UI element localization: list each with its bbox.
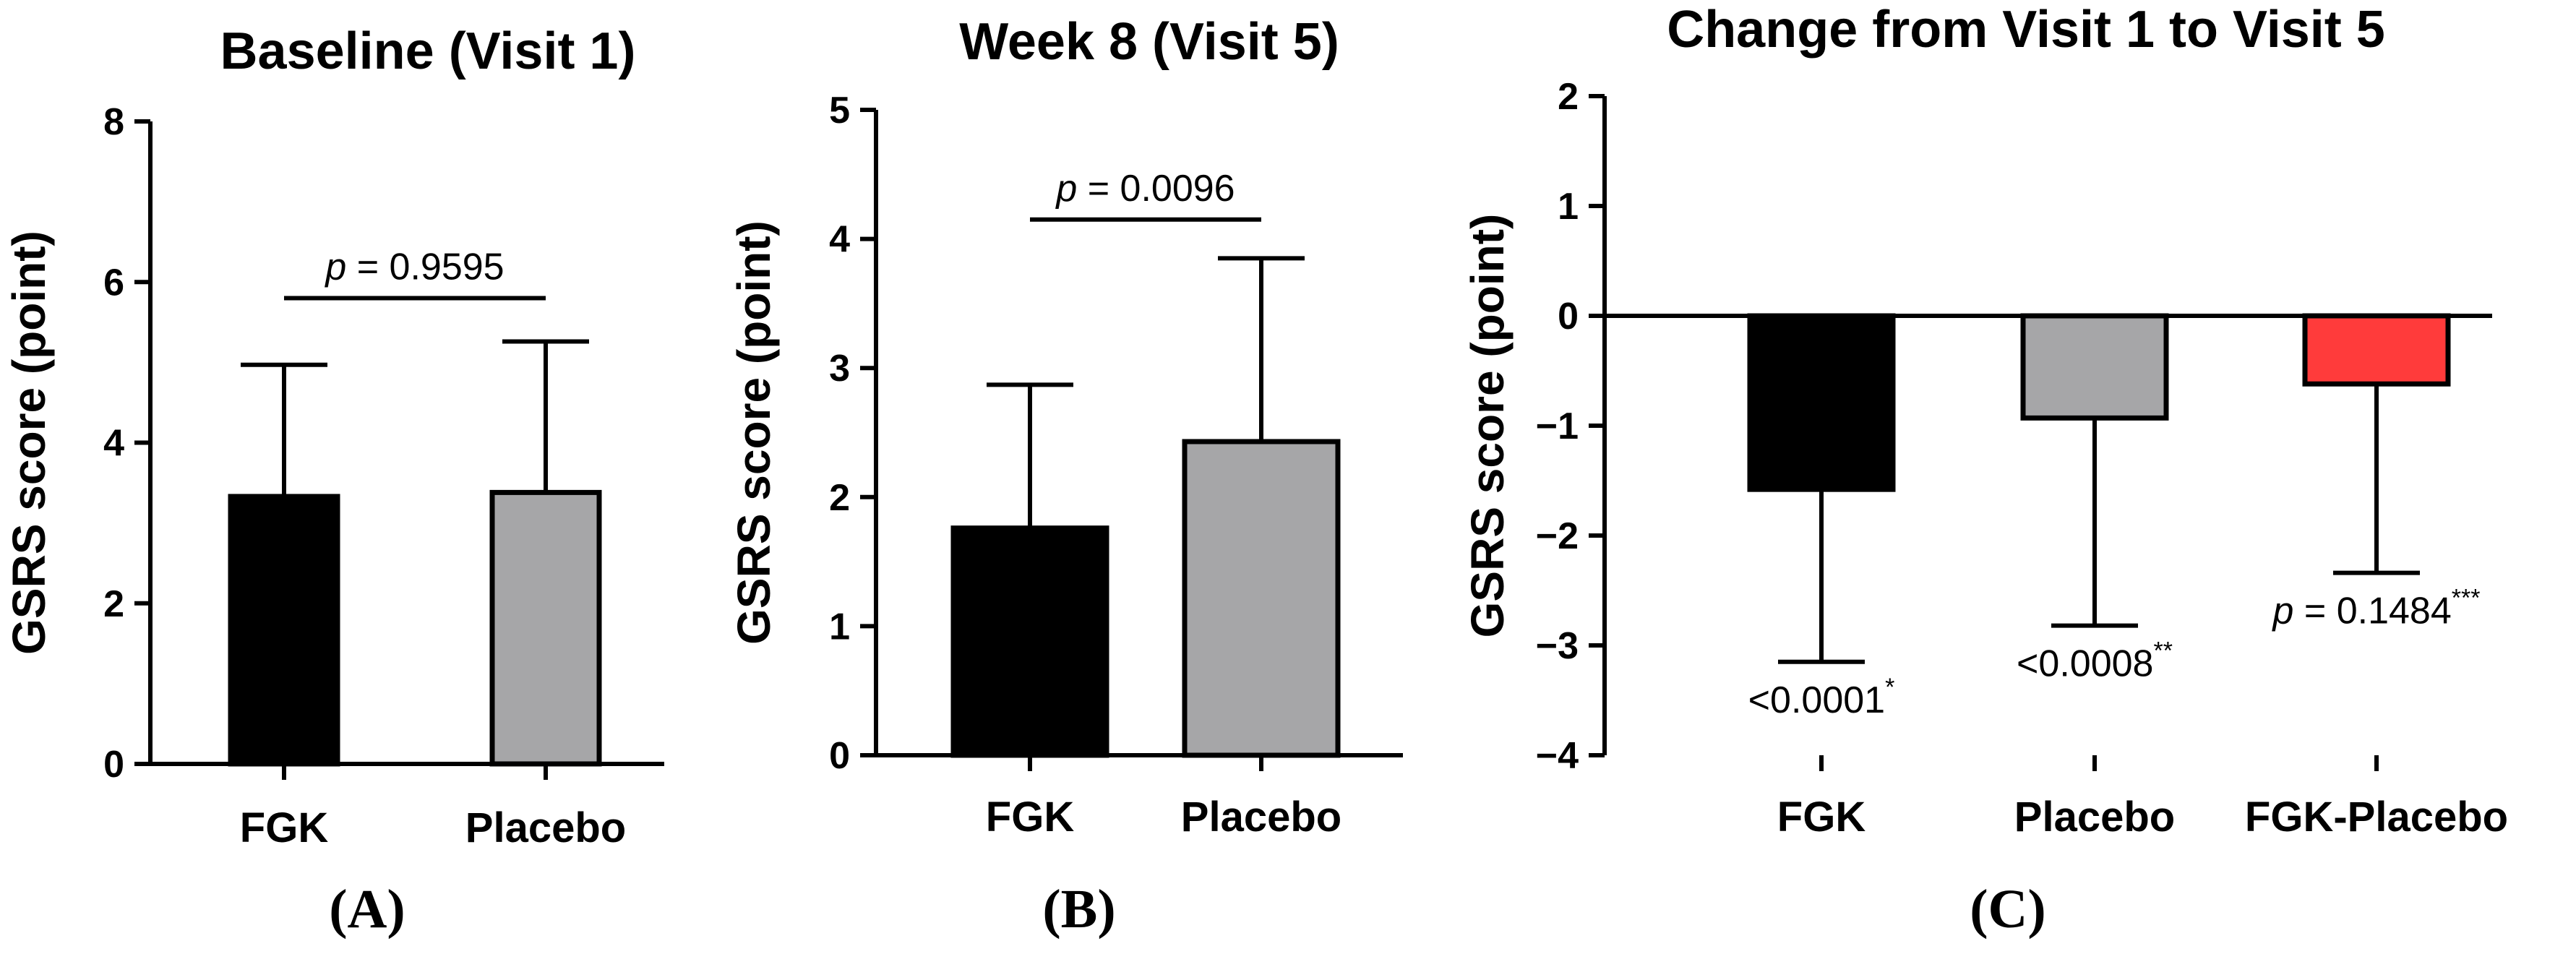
y-axis-label: GSRS score (point) xyxy=(728,220,780,645)
y-tick-label: −4 xyxy=(1536,735,1579,777)
p-symbol: p xyxy=(1055,168,1077,210)
y-tick-label: −1 xyxy=(1536,405,1579,447)
bar-p-value-label: p = 0.1484*** xyxy=(2272,585,2481,632)
x-tick-label: FGK xyxy=(986,794,1075,841)
chart-title: Baseline (Visit 1) xyxy=(220,22,636,80)
y-tick-label: −3 xyxy=(1536,625,1579,667)
y-tick-label: 1 xyxy=(829,606,850,648)
bar-fgk xyxy=(1747,313,1896,492)
bar-fgk-placebo xyxy=(2302,313,2451,387)
x-tick-label: Placebo xyxy=(2014,794,2175,841)
y-tick-label: 2 xyxy=(103,583,124,625)
x-tick-label: FGK-Placebo xyxy=(2245,794,2508,841)
y-tick-label: 4 xyxy=(829,219,850,261)
y-tick-label: 8 xyxy=(103,101,124,143)
p-value: <0.0001 xyxy=(1748,679,1885,721)
y-tick-label: 3 xyxy=(829,348,850,390)
y-tick-label: 0 xyxy=(103,744,124,786)
panel-c: Change from Visit 1 to Visit 5 GSRS score… xyxy=(1461,1,2508,940)
p-symbol: p xyxy=(324,246,346,288)
panel-label: (A) xyxy=(329,879,405,940)
p-value: = 0.9595 xyxy=(346,246,504,288)
panel-label: (B) xyxy=(1042,879,1115,940)
y-tick-label: 1 xyxy=(1558,186,1579,228)
x-tick-label: Placebo xyxy=(1181,794,1341,841)
y-tick-label: 2 xyxy=(829,477,850,519)
x-tick-label: FGK xyxy=(240,804,329,851)
chart-title: Week 8 (Visit 5) xyxy=(959,13,1339,71)
bar-p-value-label: <0.0001* xyxy=(1748,674,1895,721)
bar-fgk xyxy=(228,494,340,767)
panel-label: (C) xyxy=(1970,879,2046,940)
y-tick-label: 5 xyxy=(829,90,850,132)
p-symbol: p xyxy=(2272,590,2294,632)
bar-placebo xyxy=(489,489,602,767)
x-tick-label: Placebo xyxy=(465,804,626,851)
significance-marker: ** xyxy=(2153,637,2172,665)
x-tick-label: FGK xyxy=(1777,794,1866,841)
bar-p-value-label: <0.0008** xyxy=(2017,637,2173,685)
p-value-label: p = 0.9595 xyxy=(324,246,504,288)
bar-fgk xyxy=(950,525,1109,758)
y-axis-label: GSRS score (point) xyxy=(3,231,55,655)
chart-title: Change from Visit 1 to Visit 5 xyxy=(1667,1,2385,59)
p-value: = 0.0096 xyxy=(1077,168,1235,210)
bar-placebo xyxy=(1182,439,1341,758)
y-tick-label: 0 xyxy=(829,735,850,777)
y-tick-label: 6 xyxy=(103,262,124,304)
y-tick-label: 0 xyxy=(1558,296,1579,338)
panel-b: Week 8 (Visit 5) GSRS score (point) 0 1 2 3 4 5… xyxy=(728,13,1403,940)
p-value-label: p = 0.0096 xyxy=(1055,168,1235,210)
y-tick-label: −2 xyxy=(1536,515,1579,557)
y-tick-label: 2 xyxy=(1558,76,1579,118)
p-value: <0.0008 xyxy=(2017,643,2153,685)
p-value: = 0.1484 xyxy=(2293,590,2451,632)
significance-marker: *** xyxy=(2452,585,2481,612)
y-tick-label: 4 xyxy=(103,423,124,465)
significance-marker: * xyxy=(1885,674,1894,701)
bar-placebo xyxy=(2020,313,2169,421)
y-axis-label: GSRS score (point) xyxy=(1461,214,1514,638)
panel-a: Baseline (Visit 1) GSRS score (point) 0 2 4 6… xyxy=(3,22,664,940)
